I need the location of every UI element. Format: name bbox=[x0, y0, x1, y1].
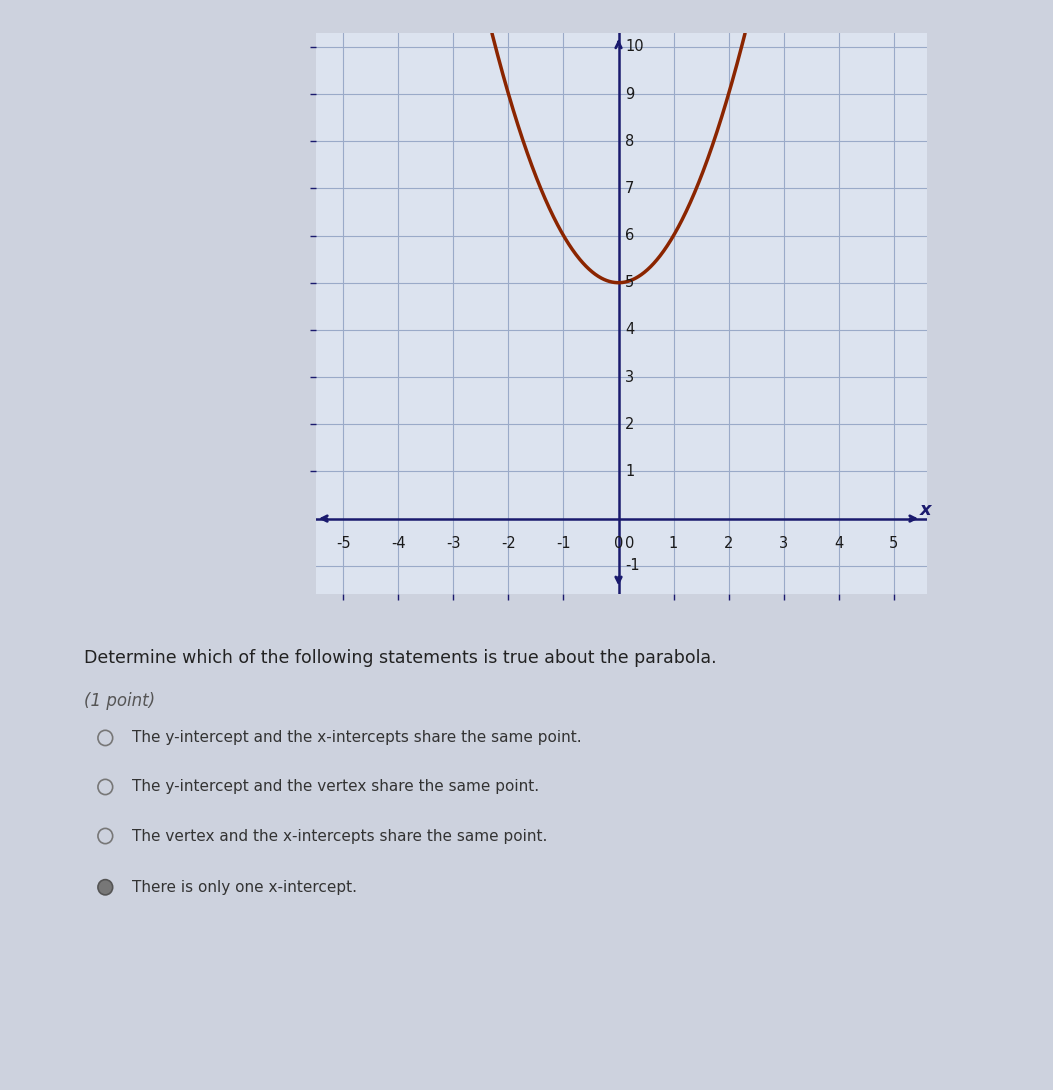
Text: 1: 1 bbox=[669, 536, 678, 552]
Text: Determine which of the following statements is true about the parabola.: Determine which of the following stateme… bbox=[84, 649, 717, 667]
Text: 7: 7 bbox=[625, 181, 635, 196]
Text: There is only one x-intercept.: There is only one x-intercept. bbox=[132, 880, 357, 895]
Text: 2: 2 bbox=[625, 416, 635, 432]
Text: 3: 3 bbox=[779, 536, 788, 552]
Text: The y-intercept and the vertex share the same point.: The y-intercept and the vertex share the… bbox=[132, 779, 539, 795]
Text: The y-intercept and the x-intercepts share the same point.: The y-intercept and the x-intercepts sha… bbox=[132, 730, 581, 746]
Text: (1 point): (1 point) bbox=[84, 692, 156, 711]
Text: -4: -4 bbox=[391, 536, 405, 552]
Text: 1: 1 bbox=[625, 464, 634, 479]
Text: 10: 10 bbox=[625, 39, 643, 54]
Text: 3: 3 bbox=[625, 370, 634, 385]
Text: x: x bbox=[919, 501, 931, 519]
Text: -5: -5 bbox=[336, 536, 351, 552]
Text: 6: 6 bbox=[625, 228, 634, 243]
Text: 9: 9 bbox=[625, 86, 634, 101]
Text: 4: 4 bbox=[834, 536, 843, 552]
Text: 5: 5 bbox=[889, 536, 898, 552]
Text: 0: 0 bbox=[614, 536, 623, 552]
Text: 8: 8 bbox=[625, 134, 634, 148]
Text: The vertex and the x-intercepts share the same point.: The vertex and the x-intercepts share th… bbox=[132, 828, 547, 844]
Text: 0: 0 bbox=[625, 536, 635, 552]
Text: 4: 4 bbox=[625, 323, 634, 338]
Text: -2: -2 bbox=[501, 536, 516, 552]
Text: -1: -1 bbox=[556, 536, 571, 552]
Text: 2: 2 bbox=[723, 536, 733, 552]
Text: -3: -3 bbox=[446, 536, 461, 552]
Text: 5: 5 bbox=[625, 275, 634, 290]
Text: -1: -1 bbox=[625, 558, 640, 573]
